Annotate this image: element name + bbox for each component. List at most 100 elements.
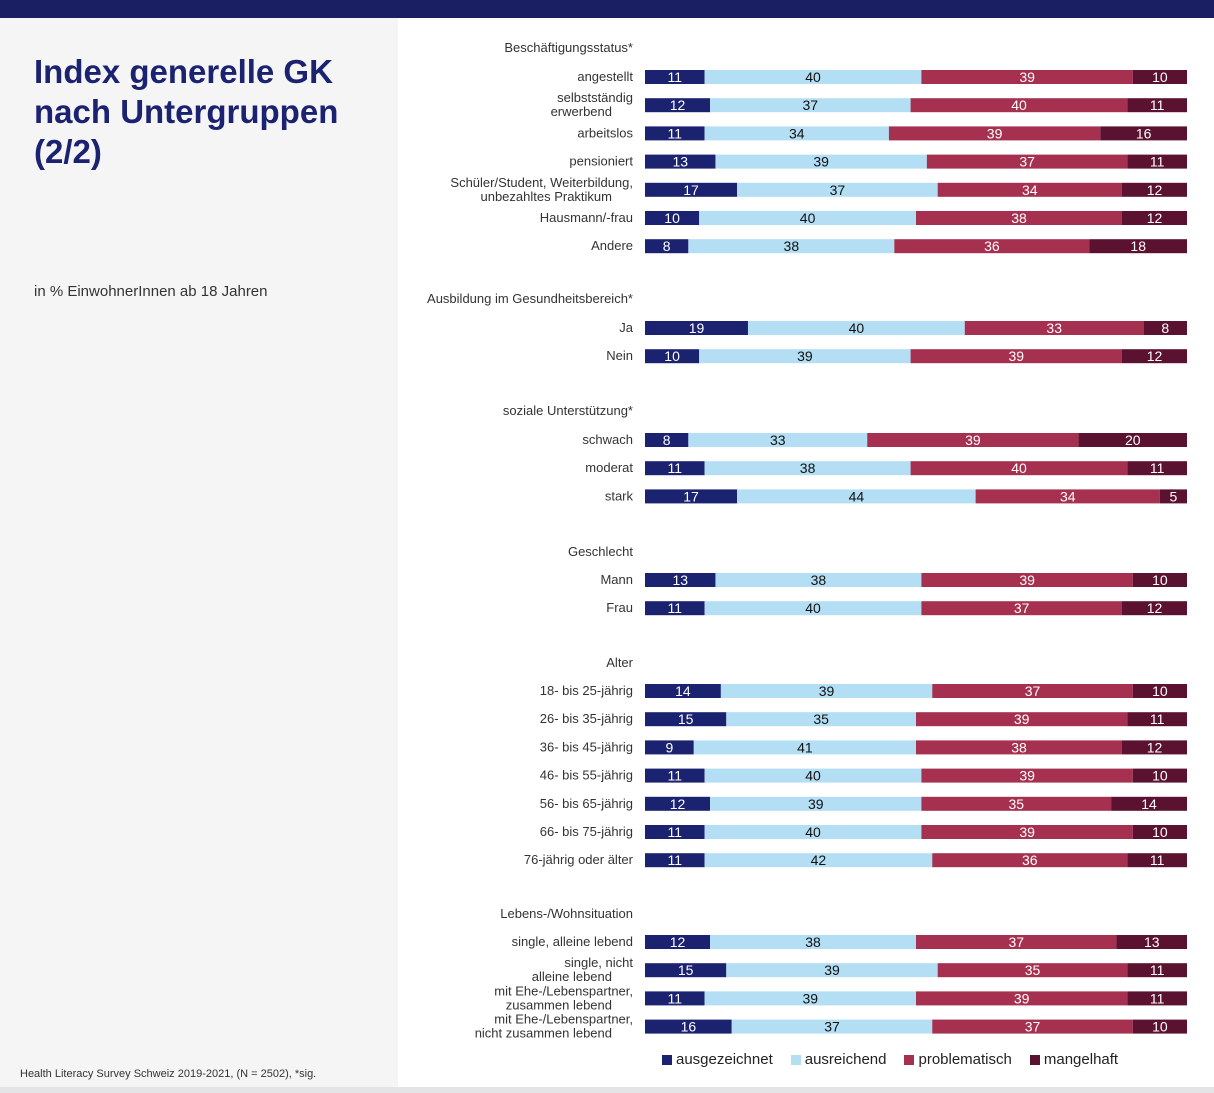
data-label: 12	[670, 796, 686, 812]
bar-segment-ausgezeichnet	[645, 963, 727, 978]
data-label: 11	[1150, 97, 1165, 113]
bar-segment-mangelhaft	[1132, 573, 1187, 587]
bar-segment-ausgezeichnet	[645, 1019, 732, 1034]
data-label: 37	[1025, 683, 1041, 699]
data-label: 37	[1014, 600, 1030, 616]
bar-segment-mangelhaft	[1127, 461, 1187, 476]
bar-segment-ausreichend	[737, 182, 938, 197]
category-label: Andere	[591, 238, 633, 253]
bar-segment-mangelhaft	[1078, 433, 1187, 447]
legend-label-ausgezeichnet: ausgezeichnet	[676, 1051, 773, 1068]
bar-segment-ausreichend	[710, 935, 916, 949]
bar-segment-ausgezeichnet	[645, 461, 705, 476]
legend-item-ausgezeichnet: ausgezeichnet	[662, 1051, 773, 1068]
data-label: 44	[849, 488, 865, 504]
data-label: 39	[803, 990, 819, 1006]
bar-segment-problematisch	[910, 349, 1122, 364]
bar-segment-problematisch	[932, 684, 1133, 698]
bar-segment-problematisch	[921, 601, 1122, 616]
category-label: Schüler/Student, Weiterbildung,	[450, 175, 633, 190]
bar-segment-mangelhaft	[1127, 712, 1187, 727]
data-label: 12	[1147, 739, 1163, 755]
group-heading: Beschäftigungsstatus*	[504, 40, 633, 55]
bar-segment-mangelhaft	[1132, 70, 1187, 84]
data-label: 11	[668, 768, 683, 784]
bar-segment-mangelhaft	[1132, 684, 1187, 698]
data-label: 11	[668, 852, 683, 868]
bar-segment-ausgezeichnet	[645, 182, 738, 197]
bar-segment-problematisch	[937, 963, 1128, 978]
data-label: 39	[1008, 348, 1024, 364]
data-label: 15	[678, 962, 694, 978]
data-label: 39	[797, 348, 813, 364]
data-label: 15	[678, 711, 694, 727]
data-label: 11	[1150, 711, 1165, 727]
legend-swatch-ausreichend	[790, 1054, 801, 1065]
data-label: 12	[1147, 182, 1163, 198]
bar-segment-ausreichend	[710, 98, 911, 113]
data-label: 42	[811, 852, 827, 868]
data-label: 35	[813, 711, 829, 727]
data-label: 11	[668, 460, 683, 476]
page-subtitle: in % EinwohnerInnen ab 18 Jahren	[34, 283, 268, 300]
bar-segment-ausgezeichnet	[645, 796, 711, 811]
bar-segment-ausgezeichnet	[645, 601, 705, 616]
bar-segment-mangelhaft	[1132, 768, 1187, 783]
data-label: 10	[1152, 572, 1168, 588]
bar-segment-ausgezeichnet	[645, 712, 727, 727]
data-label: 39	[808, 796, 824, 812]
bar-segment-problematisch	[926, 154, 1128, 169]
bar-segment-ausgezeichnet	[645, 573, 716, 587]
data-label: 38	[1011, 739, 1027, 755]
category-label: 46- bis 55-jährig	[540, 768, 633, 783]
category-label: zusammen lebend	[506, 997, 612, 1012]
data-label: 40	[1011, 97, 1027, 113]
legend-label-ausreichend: ausreichend	[804, 1051, 887, 1068]
bar-segment-mangelhaft	[1116, 935, 1187, 949]
legend-swatch-problematisch	[904, 1054, 915, 1065]
bar-segment-mangelhaft	[1127, 963, 1187, 978]
bar-segment-ausreichend	[715, 573, 922, 587]
bar-segment-ausreichend	[699, 211, 916, 225]
data-label: 10	[664, 210, 680, 226]
bar-segment-problematisch	[921, 768, 1133, 783]
data-label: 34	[789, 125, 805, 141]
data-label: 17	[683, 488, 699, 504]
group-heading: soziale Unterstützung*	[503, 403, 633, 418]
data-label: 13	[672, 154, 688, 170]
bar-segment-ausgezeichnet	[645, 991, 705, 1006]
bar-segment-mangelhaft	[1121, 601, 1187, 616]
bar-segment-problematisch	[916, 740, 1122, 755]
bar-segment-ausreichend	[704, 601, 922, 616]
bar-segment-ausreichend	[688, 239, 895, 254]
bar-segment-ausreichend	[726, 712, 916, 727]
data-label: 10	[1152, 824, 1168, 840]
category-label: Hausmann/-frau	[540, 210, 633, 225]
data-label: 37	[1025, 1019, 1041, 1035]
data-label: 41	[797, 739, 813, 755]
bar-segment-ausgezeichnet	[645, 154, 716, 169]
data-label: 40	[805, 768, 821, 784]
bar-segment-problematisch	[921, 825, 1133, 839]
category-label: single, nicht	[564, 955, 633, 970]
bar-segment-ausgezeichnet	[645, 98, 711, 113]
bar-segment-ausreichend	[704, 853, 933, 868]
data-label: 39	[1019, 572, 1035, 588]
bar-segment-ausreichend	[688, 433, 868, 447]
bar-segment-problematisch	[932, 853, 1128, 868]
data-label: 8	[663, 432, 671, 448]
bar-segment-ausreichend	[704, 991, 916, 1006]
category-label: stark	[605, 488, 634, 503]
bar-segment-problematisch	[921, 70, 1133, 84]
bar-segment-ausreichend	[704, 70, 922, 84]
data-label: 39	[987, 125, 1003, 141]
legend-swatch-mangelhaft	[1029, 1054, 1040, 1065]
bar-segment-problematisch	[894, 239, 1090, 254]
bar-segment-ausgezeichnet	[645, 211, 700, 225]
category-label: Frau	[606, 600, 633, 615]
data-label: 39	[819, 683, 835, 699]
data-label: 12	[670, 934, 686, 950]
data-label: 19	[689, 320, 705, 336]
bottom-divider	[0, 1087, 1214, 1093]
category-label: mit Ehe-/Lebenspartner,	[494, 1012, 633, 1027]
